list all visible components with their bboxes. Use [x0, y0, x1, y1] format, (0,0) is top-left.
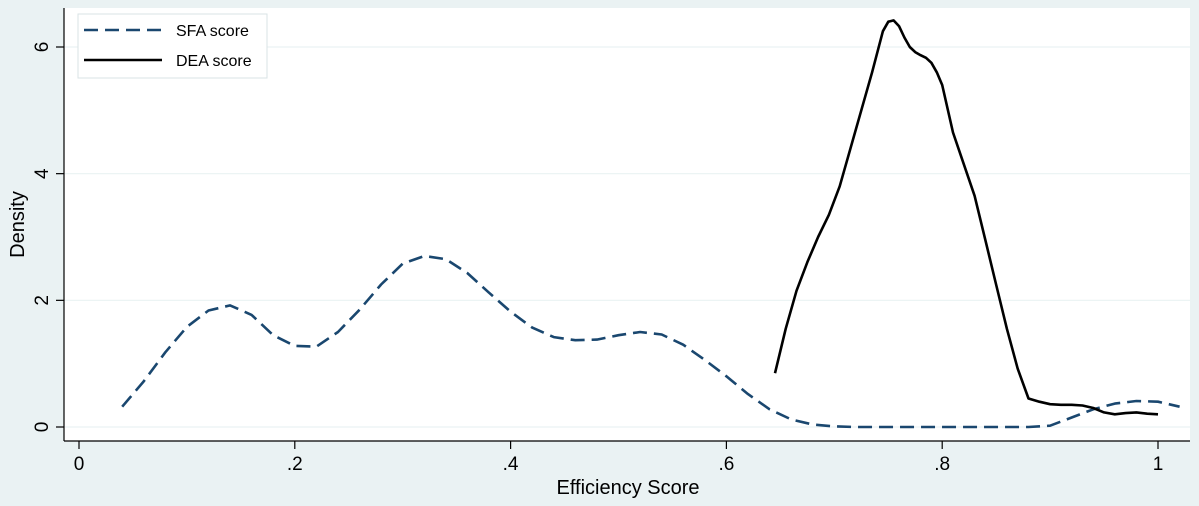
- y-tick-label: 6: [32, 42, 53, 53]
- legend-box: [77, 13, 268, 79]
- x-tick-label: .2: [287, 454, 303, 475]
- series-layer: [121, 19, 1180, 429]
- y-tick-label: 0: [32, 422, 53, 433]
- series-line-sfa: [121, 254, 1180, 429]
- plot-area: [64, 8, 1190, 441]
- x-axis-title: Efficiency Score: [556, 477, 699, 499]
- x-tick-label: 1: [1153, 454, 1164, 475]
- y-axis-title: Density: [7, 191, 29, 258]
- legend: SFA score DEA score: [77, 13, 268, 79]
- x-tick-label: .6: [718, 454, 734, 475]
- x-tick-label: .4: [503, 454, 519, 475]
- plot-region: [64, 8, 1190, 441]
- y-tick-label: 4: [32, 168, 53, 179]
- y-tick-label: 2: [32, 295, 53, 306]
- x-tick-label: 0: [74, 454, 85, 475]
- axes: 0 .2 .4 .6 .8 1 0 2 4 6: [32, 8, 1190, 475]
- series-line-dea: [773, 19, 1159, 416]
- legend-label-dea: DEA score: [176, 53, 252, 70]
- legend-label-sfa: SFA score: [176, 23, 249, 40]
- x-tick-label: .8: [934, 454, 950, 475]
